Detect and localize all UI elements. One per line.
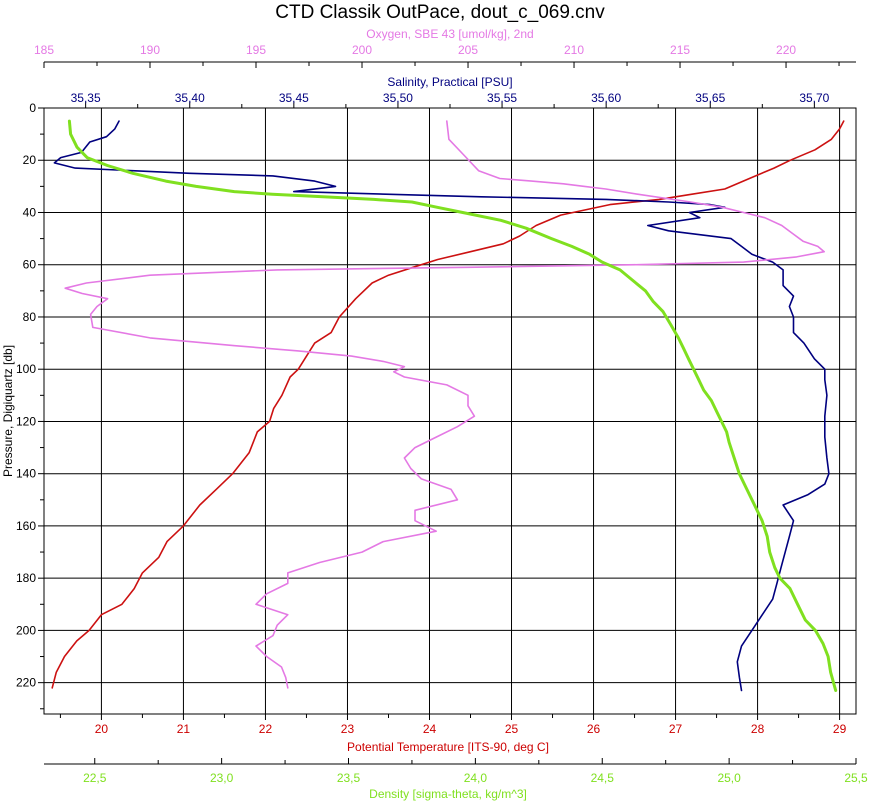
salinity-axis-label: Salinity, Practical [PSU] (387, 75, 512, 89)
salinity-tick-label: 35,55 (487, 91, 517, 105)
density-tick-label: 25,5 (844, 771, 868, 785)
temperature-tick-label: 24 (423, 722, 437, 736)
salinity-profile-line (53, 120, 830, 692)
chart-title: CTD Classik OutPace, dout_c_069.cnv (275, 2, 605, 23)
pressure-tick-label: 0 (29, 101, 36, 115)
pressure-axis-label: Pressure, Digiquartz [db] (1, 345, 15, 477)
temperature-profile-line (51, 120, 845, 689)
salinity-tick-label: 35,65 (695, 91, 725, 105)
density-axis-label: Density [sigma-theta, kg/m^3] (369, 787, 527, 801)
oxygen-tick-label: 195 (246, 43, 266, 57)
oxygen-tick-label: 190 (140, 43, 160, 57)
density-tick-label: 24,0 (464, 771, 488, 785)
oxygen-tick-label: 205 (458, 43, 478, 57)
salinity-tick-label: 35,35 (71, 91, 101, 105)
plot-frame (43, 107, 857, 715)
temperature-tick-label: 27 (669, 722, 683, 736)
pressure-tick-label: 220 (16, 676, 36, 690)
temperature-tick-label: 25 (505, 722, 519, 736)
temperature-tick-label: 28 (751, 722, 765, 736)
temperature-tick-label: 22 (259, 722, 273, 736)
pressure-tick-label: 20 (23, 153, 37, 167)
oxygen-tick-label: 210 (564, 43, 584, 57)
density-tick-label: 23,5 (337, 771, 361, 785)
oxygen-profile-line (64, 120, 826, 689)
salinity-tick-label: 35,45 (279, 91, 309, 105)
pressure-tick-label: 160 (16, 519, 36, 533)
pressure-tick-label: 100 (16, 362, 36, 376)
salinity-tick-label: 35,70 (799, 91, 829, 105)
density-tick-label: 23,0 (210, 771, 234, 785)
temperature-tick-label: 26 (587, 722, 601, 736)
salinity-tick-label: 35,50 (383, 91, 413, 105)
pressure-tick-label: 180 (16, 571, 36, 585)
density-tick-label: 22,5 (83, 771, 107, 785)
oxygen-tick-label: 185 (34, 43, 54, 57)
grid (44, 107, 856, 714)
oxygen-tick-label: 200 (352, 43, 372, 57)
density-tick-label: 25,0 (717, 771, 741, 785)
density-tick-label: 24,5 (591, 771, 615, 785)
temperature-tick-label: 20 (95, 722, 109, 736)
density-profile-line (67, 119, 838, 692)
salinity-tick-label: 35,40 (175, 91, 205, 105)
pressure-tick-label: 40 (23, 205, 37, 219)
pressure-tick-label: 200 (16, 623, 36, 637)
temperature-tick-label: 23 (341, 722, 355, 736)
temperature-tick-label: 21 (177, 722, 191, 736)
oxygen-tick-label: 215 (670, 43, 690, 57)
oxygen-axis-label: Oxygen, SBE 43 [umol/kg], 2nd (366, 27, 533, 41)
pressure-tick-label: 120 (16, 414, 36, 428)
pressure-tick-label: 60 (23, 258, 37, 272)
pressure-tick-label: 80 (23, 310, 37, 324)
oxygen-tick-label: 220 (776, 43, 796, 57)
temperature-axis-label: Potential Temperature [ITS-90, deg C] (347, 740, 549, 754)
pressure-tick-label: 140 (16, 467, 36, 481)
temperature-tick-label: 29 (833, 722, 847, 736)
salinity-tick-label: 35,60 (591, 91, 621, 105)
data-series (51, 119, 845, 692)
